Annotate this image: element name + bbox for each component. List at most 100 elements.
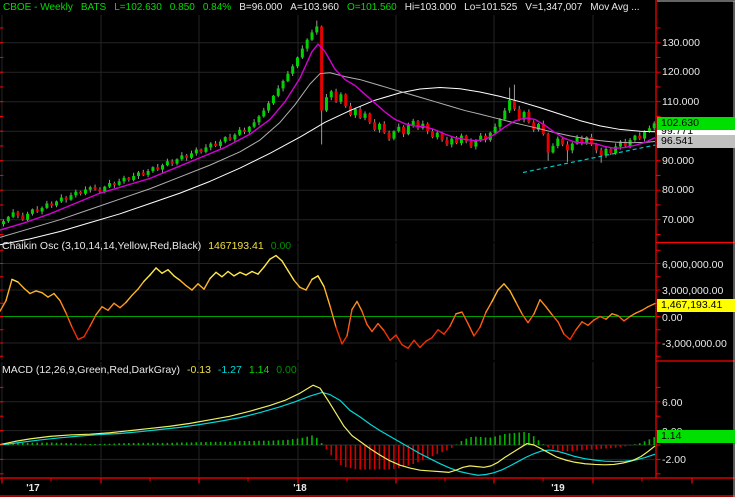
candle-body: [652, 123, 656, 129]
chaikin-line-segment: [437, 329, 445, 335]
candle-body: [643, 131, 647, 139]
chaikin-line-segment: [641, 306, 649, 312]
chaikin-line-segment: [119, 301, 127, 309]
quote-bar: CBOE - Weekly BATS L=102.630 0.850 0.84%…: [0, 0, 655, 15]
candle-body: [464, 135, 468, 142]
chaikin-line-segment: [323, 285, 331, 307]
chaikin-line-segment: [371, 322, 379, 333]
chaikin-line-segment: [479, 311, 487, 328]
chaikin-line-segment: [293, 279, 301, 289]
candle-body: [561, 138, 565, 145]
candle-body: [397, 126, 401, 132]
chaikin-line-segment: [533, 299, 541, 315]
ma-mid-gray-line: [0, 72, 656, 238]
symbol-label[interactable]: CBOE - Weekly: [3, 2, 73, 13]
chaikin-line-segment: [11, 278, 19, 283]
candle-body: [30, 209, 34, 214]
change-pct-field: 0.84%: [202, 2, 232, 13]
candle-body: [79, 191, 83, 194]
chaikin-line-segment: [83, 325, 91, 338]
chaikin-line-segment: [647, 302, 656, 308]
chaikin-line-segment: [485, 300, 493, 313]
chaikin-line-segment: [161, 269, 169, 274]
macd-name: MACD (12,26,9,Green,Red,DarkGray): [2, 364, 180, 376]
candle-body: [122, 177, 126, 182]
candle-body: [373, 122, 377, 130]
ma-fast-magenta-line: [0, 43, 656, 231]
candle-body: [151, 167, 155, 172]
candle-body: [358, 109, 362, 118]
candle-body: [112, 183, 116, 185]
candle-body: [228, 137, 232, 140]
chaikin-line-segment: [197, 283, 205, 290]
chaikin-line-segment: [491, 289, 499, 303]
chaikin-line-segment: [395, 334, 403, 346]
candle-body: [127, 177, 131, 180]
chaikin-line-segment: [155, 267, 163, 274]
candle-body: [161, 165, 165, 170]
chaikin-line-segment: [311, 275, 319, 281]
chaikin-line-segment: [143, 274, 151, 282]
chaikin-line-segment: [209, 271, 217, 280]
chaikin-line-segment: [203, 277, 211, 290]
chaikin-line-segment: [611, 313, 619, 317]
macd-zero: 0.00: [276, 364, 297, 376]
candle-body: [430, 131, 434, 138]
candle-body: [146, 171, 150, 175]
chaikin-line-segment: [419, 340, 427, 349]
chaikin-line-segment: [317, 275, 325, 288]
macd-hist-value: 1.14: [248, 364, 270, 376]
candle-body: [479, 135, 483, 141]
chaikin-line-segment: [575, 321, 583, 331]
candle-body: [377, 123, 381, 130]
candle-body: [223, 137, 227, 142]
chaikin-line-segment: [521, 313, 529, 324]
mov-avg-label[interactable]: Mov Avg ...: [590, 2, 640, 13]
candle-body: [575, 137, 579, 144]
candle-body: [103, 186, 107, 192]
candle-body: [599, 150, 603, 156]
chaikin-line-segment: [605, 313, 613, 320]
macd-indicator-label[interactable]: MACD (12,26,9,Green,Red,DarkGray) -0.13 …: [2, 364, 297, 376]
candle-body: [35, 209, 39, 212]
candle-body: [503, 110, 507, 120]
candle-body: [305, 39, 309, 49]
candle-body: [175, 159, 179, 164]
chaikin-line-segment: [341, 335, 348, 345]
exchange-label: BATS: [80, 2, 107, 13]
chaikin-line-segment: [23, 287, 31, 295]
candle-body: [440, 132, 444, 141]
chaikin-line-segment: [425, 336, 433, 342]
candle-body: [469, 141, 473, 147]
candle-body: [88, 187, 92, 190]
chaikin-line-segment: [53, 292, 61, 302]
candle-body: [132, 176, 136, 180]
chaikin-line-segment: [227, 270, 235, 277]
candle-body: [474, 140, 478, 147]
chaikin-line-segment: [263, 258, 271, 268]
chaikin-line-segment: [509, 290, 517, 304]
candle-body: [623, 141, 627, 146]
candle-body: [55, 201, 59, 206]
chaikin-line-segment: [593, 315, 601, 321]
chaikin-line-segment: [443, 325, 451, 335]
chaikin-line-segment: [449, 313, 457, 327]
candle-body: [291, 66, 295, 74]
candle-body: [570, 143, 574, 151]
chaikin-line-segment: [221, 270, 229, 278]
candle-body: [532, 122, 536, 130]
candle-body: [45, 203, 49, 208]
chaikin-line-segment: [59, 299, 67, 314]
candle-body: [69, 195, 73, 200]
candle-body: [170, 161, 174, 164]
chaikin-line-segment: [299, 286, 307, 291]
chaikin-line-segment: [461, 311, 469, 325]
candle-body: [493, 126, 497, 133]
chaikin-line-segment: [401, 344, 409, 349]
chaikin-indicator-label[interactable]: Chaikin Osc (3,10,14,14,Yellow,Red,Black…: [2, 240, 291, 252]
ask-field: A=103.960: [290, 2, 339, 13]
candle-body: [271, 95, 275, 104]
candle-body: [334, 91, 338, 102]
candle-body: [416, 120, 420, 129]
